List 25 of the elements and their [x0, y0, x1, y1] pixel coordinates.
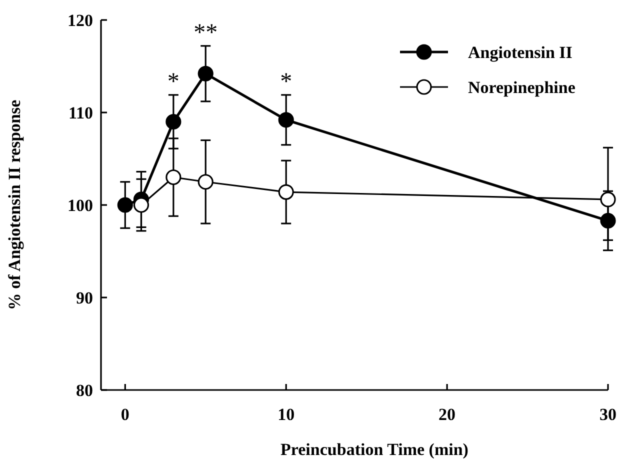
y-tick-label: 120: [68, 10, 93, 30]
point: [198, 174, 214, 190]
y-tick-label: 110: [68, 103, 93, 122]
annotation: *: [280, 68, 292, 95]
x-tick-label: 10: [278, 405, 295, 424]
annotation: **: [194, 20, 218, 46]
x-tick-label: 30: [600, 405, 616, 424]
point: [198, 66, 214, 82]
point: [278, 112, 294, 128]
y-axis-title: % of Angiotensin II response: [5, 99, 24, 310]
point: [133, 197, 150, 213]
y-tick-label: 80: [76, 380, 93, 400]
x-axis-title: Preincubation Time (min): [280, 440, 468, 459]
x-tick-label: 20: [438, 405, 456, 424]
point: [166, 169, 182, 186]
point: [278, 184, 294, 200]
point: [117, 197, 133, 213]
y-tick-label: 90: [76, 288, 93, 308]
legend-label: Norepinephine: [468, 78, 576, 97]
annotation: *: [167, 68, 180, 95]
point: [166, 114, 182, 130]
y-tick-label: 100: [68, 196, 93, 215]
point: [600, 192, 616, 208]
legend-label: Angiotensin II: [468, 42, 573, 62]
x-tick-label: 0: [120, 405, 130, 424]
